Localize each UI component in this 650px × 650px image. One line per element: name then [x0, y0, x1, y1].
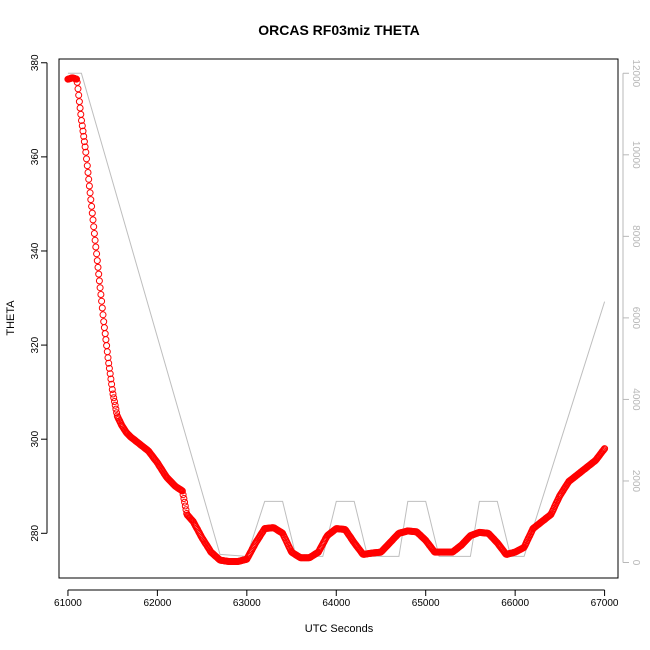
- y2-tick-label: 12000: [630, 59, 641, 87]
- theta-point: [82, 148, 90, 156]
- theta-point: [111, 401, 119, 409]
- x-tick-label: 66000: [501, 598, 529, 609]
- y2-tick-label: 4000: [630, 388, 641, 411]
- y-axis-label: THETA: [5, 300, 17, 336]
- theta-point: [98, 304, 106, 312]
- chart-title: ORCAS RF03miz THETA: [258, 22, 420, 38]
- theta-point: [81, 143, 89, 151]
- theta-point: [113, 409, 121, 417]
- theta-point: [90, 230, 98, 237]
- theta-point: [83, 162, 91, 170]
- theta-point: [600, 446, 608, 453]
- theta-point: [95, 277, 103, 285]
- theta-point: [178, 487, 186, 495]
- theta-point: [76, 104, 84, 112]
- y2-tick-label: 8000: [630, 225, 641, 248]
- theta-point: [109, 390, 117, 398]
- y-tick-label: 380: [30, 54, 41, 71]
- axes-layer: 61000 62000 63000 64000 65000 66000 67000 280 30…: [30, 54, 641, 609]
- theta-point: [108, 380, 116, 388]
- x-tick-label: 65000: [412, 598, 440, 609]
- theta-point: [85, 175, 93, 183]
- theta-point: [88, 209, 96, 217]
- theta-point: [90, 223, 98, 231]
- theta-point: [93, 250, 101, 258]
- theta-point: [599, 447, 607, 454]
- x-tick-label: 64000: [322, 598, 350, 609]
- y2-tick-label: 6000: [630, 307, 641, 330]
- y-tick-label: 280: [30, 525, 41, 542]
- theta-point: [112, 405, 120, 413]
- theta-point: [86, 189, 94, 197]
- theta-point: [93, 257, 101, 265]
- theta-point: [106, 370, 114, 378]
- y2-tick-label: 10000: [630, 141, 641, 169]
- theta-point: [74, 85, 82, 93]
- theta-point: [111, 398, 118, 405]
- theta-point: [85, 182, 93, 190]
- theta-point: [105, 359, 113, 367]
- theta-point: [83, 155, 90, 163]
- theta-point: [78, 122, 86, 130]
- x-tick-label: 63000: [233, 598, 261, 609]
- theta-point: [94, 263, 102, 271]
- x-tick-label: 62000: [143, 598, 171, 609]
- theta-point: [92, 243, 100, 251]
- theta-point: [179, 491, 187, 499]
- y-tick-label: 340: [30, 242, 41, 259]
- theta-point: [80, 132, 88, 140]
- theta-point: [180, 495, 188, 502]
- y2-tick-label: 0: [630, 560, 641, 566]
- theta-point: [601, 445, 609, 453]
- theta-point: [78, 117, 85, 124]
- theta-point: [103, 348, 111, 356]
- x-tick-label: 61000: [54, 598, 82, 609]
- theta-point: [101, 330, 109, 338]
- y-tick-label: 320: [30, 336, 41, 353]
- theta-point: [96, 284, 104, 292]
- x-axis-label: UTC Seconds: [305, 623, 374, 635]
- theta-point: [100, 324, 108, 332]
- theta-point: [98, 297, 106, 305]
- theta-point: [80, 138, 88, 146]
- theta-points-layer: [64, 74, 609, 565]
- theta-point: [79, 127, 87, 135]
- y-tick-label: 360: [30, 148, 41, 165]
- theta-point: [108, 386, 116, 393]
- theta-point: [107, 375, 115, 383]
- theta-point: [181, 498, 189, 506]
- x-tick-label: 67000: [591, 598, 619, 609]
- theta-point: [87, 196, 95, 204]
- theta-point: [105, 364, 113, 372]
- altitude-line: [67, 72, 606, 557]
- theta-point: [95, 270, 103, 278]
- theta-point: [75, 91, 83, 99]
- altitude-layer: [67, 72, 606, 557]
- theta-point: [75, 98, 83, 106]
- theta-point: [89, 216, 97, 224]
- y-tick-label: 300: [30, 430, 41, 447]
- theta-point: [99, 311, 107, 319]
- theta-point: [97, 291, 105, 298]
- theta-point: [73, 75, 80, 83]
- theta-point: [181, 502, 189, 510]
- theta-point: [102, 336, 110, 344]
- theta-point: [84, 169, 92, 176]
- theta-point: [91, 236, 99, 244]
- theta-point: [103, 342, 111, 350]
- theta-point: [100, 318, 108, 326]
- theta-point: [110, 394, 118, 402]
- plot-frame: [58, 58, 619, 579]
- y2-tick-label: 2000: [630, 470, 641, 493]
- theta-point: [77, 110, 85, 118]
- theta-point: [88, 202, 96, 210]
